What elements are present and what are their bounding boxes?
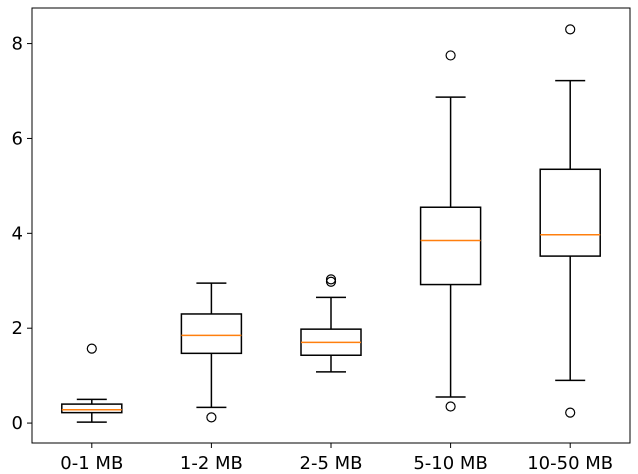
x-tick-label: 5-10 MB xyxy=(413,453,487,474)
box-group-2 xyxy=(180,282,243,423)
outlier-point xyxy=(565,24,576,35)
outlier-point xyxy=(325,274,337,285)
boxes-layer xyxy=(61,24,601,423)
y-tick-label: 6 xyxy=(12,128,23,149)
box-iqr xyxy=(419,206,482,286)
outlier-point xyxy=(206,412,217,423)
x-tick-label: 2-5 MB xyxy=(300,453,363,474)
box-group-5 xyxy=(539,24,601,418)
outlier-point xyxy=(86,343,97,354)
box-iqr xyxy=(61,403,123,414)
y-tick-label: 0 xyxy=(12,413,23,434)
box-iqr xyxy=(539,168,601,257)
outlier-point xyxy=(565,407,576,418)
x-tick-label: 10-50 MB xyxy=(527,453,613,474)
box-group-3 xyxy=(300,274,362,373)
box-group-1 xyxy=(61,343,123,423)
box-iqr xyxy=(180,313,243,355)
y-tick-label: 8 xyxy=(12,34,23,55)
y-tick-label: 2 xyxy=(12,318,23,339)
box-group-4 xyxy=(419,50,482,412)
plot-frame xyxy=(31,7,631,444)
x-tick-label: 1-2 MB xyxy=(180,453,243,474)
outlier-point xyxy=(445,50,456,61)
y-tick-label: 4 xyxy=(12,223,23,244)
y-axis-ticks: 0 2 4 6 8 xyxy=(12,34,32,434)
x-tick-label: 0-1 MB xyxy=(60,453,123,474)
outlier-point xyxy=(445,401,456,412)
x-axis-ticks: 0-1 MB 1-2 MB 2-5 MB 5-10 MB 10-50 MB xyxy=(60,443,613,474)
